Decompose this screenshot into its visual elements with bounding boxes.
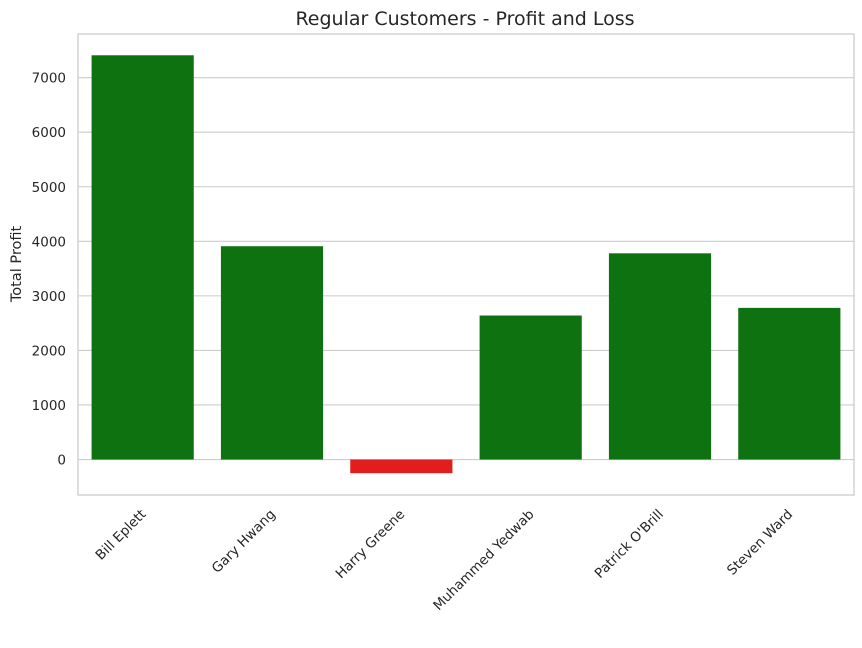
x-tick-label-0: Bill Eplett <box>93 507 150 564</box>
y-axis-label: Total Profit <box>9 226 25 304</box>
bar-bill-eplett <box>91 55 194 460</box>
bar-harry-greene <box>350 459 453 474</box>
x-tick-labels: Bill Eplett Gary Hwang Harry Greene Muhamme… <box>93 507 797 614</box>
y-tick-label-0: 0 <box>57 453 66 469</box>
y-tick-label-1: 1000 <box>32 398 66 414</box>
y-tick-label-5: 5000 <box>32 180 66 196</box>
y-tick-labels: 0 1000 2000 3000 4000 5000 6000 7000 <box>32 71 66 469</box>
x-tick-label-2: Harry Greene <box>333 507 408 582</box>
x-tick-label-3: Muhammed Yedwab <box>430 507 537 614</box>
y-tick-label-2: 2000 <box>32 343 66 359</box>
bar-muhammed-yedwab <box>479 315 582 460</box>
gridlines <box>78 77 854 461</box>
y-tick-label-7: 7000 <box>32 71 66 87</box>
y-tick-label-4: 4000 <box>32 234 66 250</box>
bar-gary-hwang <box>220 246 324 460</box>
bars <box>91 55 841 474</box>
x-tick-label-4: Patrick O'Brill <box>592 507 667 582</box>
x-tick-label-1: Gary Hwang <box>209 507 279 577</box>
bar-steven-ward <box>738 307 841 460</box>
y-tick-label-6: 6000 <box>32 125 66 141</box>
bar-patrick-o-brill <box>608 253 712 460</box>
x-tick-label-5: Steven Ward <box>724 507 796 579</box>
chart-title: Regular Customers - Profit and Loss <box>295 8 634 30</box>
y-tick-label-3: 3000 <box>32 289 66 305</box>
plot-frame <box>77 33 855 496</box>
